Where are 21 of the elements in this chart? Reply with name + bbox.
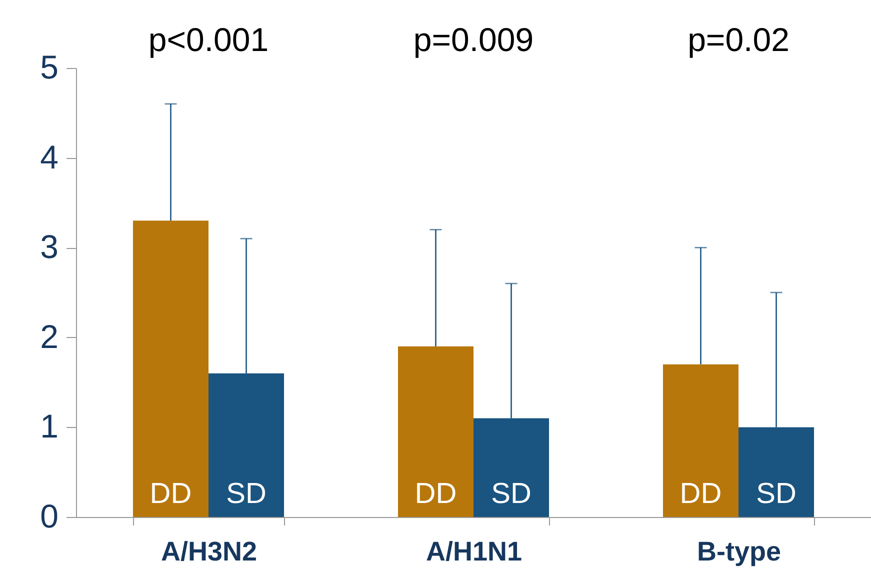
series-label: DD: [150, 478, 192, 510]
text: DD: [414, 478, 457, 510]
text: p<0.001: [148, 21, 269, 58]
y-tick-label: 2: [40, 318, 58, 355]
x-tick-label: A/H1N1: [426, 536, 522, 566]
y-tick-label: 0: [40, 498, 58, 534]
text: DD: [680, 478, 722, 510]
bar: [132, 220, 208, 517]
text: p=0.02: [688, 21, 790, 58]
y-tick-label: 5: [40, 48, 58, 86]
y-tick-label: 4: [40, 138, 58, 176]
x-tick-label: B-type: [696, 536, 782, 566]
bar: [662, 364, 738, 517]
y-tick-label: 1: [40, 408, 58, 445]
text: SD: [491, 478, 532, 510]
x-tick-label: A/H3N2: [160, 536, 258, 566]
bar: [398, 346, 474, 517]
text: SD: [756, 478, 796, 510]
text: p=0.009: [413, 21, 534, 58]
series-label: SD: [226, 478, 266, 510]
y-tick-label: 3: [40, 228, 58, 266]
